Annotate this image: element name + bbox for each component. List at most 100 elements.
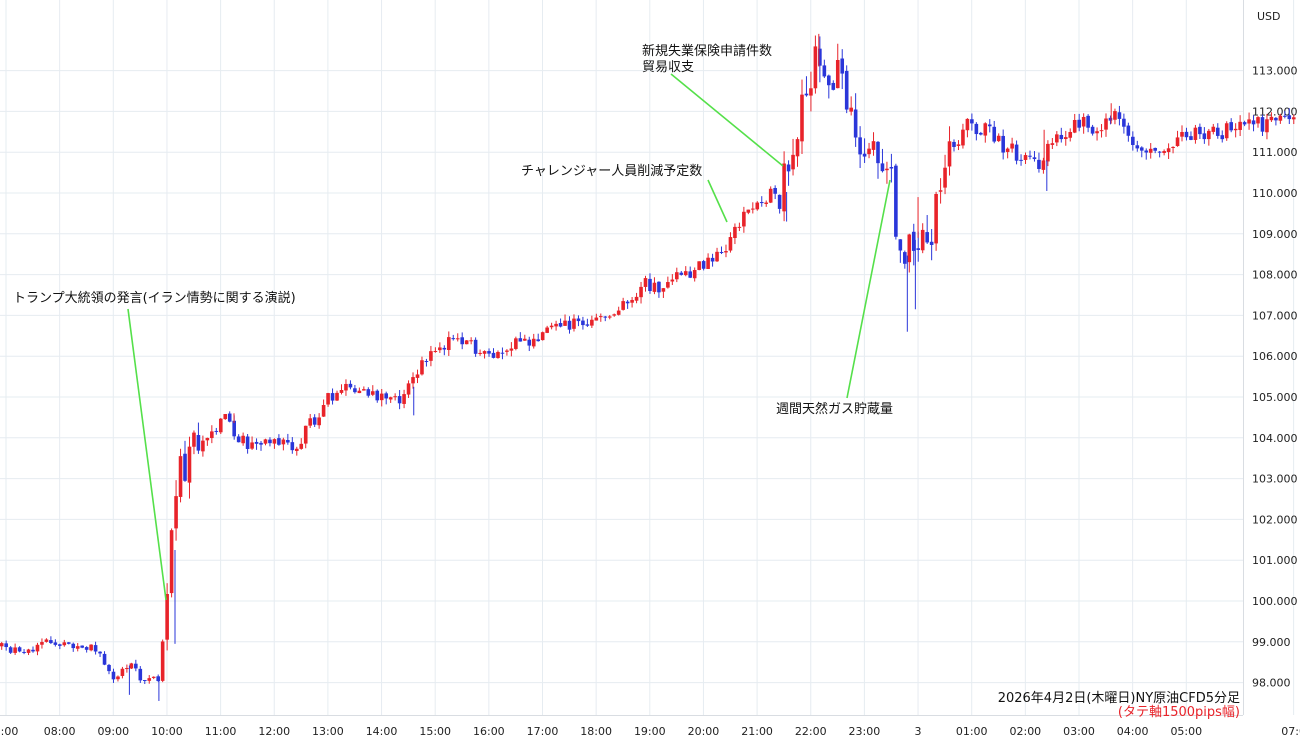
x-tick-label: 02:00 xyxy=(1009,725,1041,738)
candle-body xyxy=(491,352,496,358)
candle-body xyxy=(1224,123,1229,139)
candle-body xyxy=(1238,121,1242,130)
y-tick-label: 99.000 xyxy=(1252,636,1291,649)
candle-body xyxy=(1175,137,1180,147)
y-tick-label: 104.000 xyxy=(1252,432,1298,445)
candle-body xyxy=(701,261,706,269)
candle-body xyxy=(156,676,160,682)
candle-body xyxy=(1126,125,1131,136)
grid xyxy=(0,0,1295,715)
candle-body xyxy=(223,414,228,420)
candle-body xyxy=(612,314,617,316)
candle-body xyxy=(89,644,93,651)
candle-body xyxy=(4,643,8,648)
candle-body xyxy=(585,324,590,326)
x-tick-label: 01:00 xyxy=(956,725,988,738)
candle-body xyxy=(487,351,491,354)
candle-body xyxy=(1265,119,1269,133)
candle-body xyxy=(572,318,576,329)
candle-body xyxy=(782,163,786,212)
candle-body xyxy=(1108,117,1113,121)
candle-body xyxy=(129,663,134,669)
candle-body xyxy=(379,393,384,401)
x-tick-label: 04:00 xyxy=(1117,725,1149,738)
candle-body xyxy=(1184,131,1189,138)
candle-body xyxy=(1090,126,1095,134)
candle-body xyxy=(165,594,169,640)
candle-body xyxy=(996,135,1001,142)
candle-body xyxy=(1095,131,1099,134)
chart-caption-note: (タテ軸1500pips幅) xyxy=(1118,705,1240,720)
candle-body xyxy=(1081,116,1086,127)
candle-body xyxy=(151,676,156,678)
candle-body xyxy=(1139,147,1144,151)
candle-body xyxy=(1001,135,1005,153)
candle-body xyxy=(692,270,697,279)
candle-body xyxy=(804,93,809,96)
candle-body xyxy=(1019,159,1023,161)
currency-label: USD xyxy=(1257,10,1281,23)
candle-body xyxy=(1157,151,1162,153)
candle-body xyxy=(446,337,451,350)
candle-body xyxy=(429,351,433,361)
x-tick-label: 13:00 xyxy=(312,725,344,738)
candle-body xyxy=(929,241,934,245)
candle-body xyxy=(1122,118,1126,127)
candle-body xyxy=(348,383,353,388)
candle-body xyxy=(317,417,321,426)
candle-body xyxy=(987,124,992,127)
candle-body xyxy=(478,352,482,354)
annotation-label: 貿易収支 xyxy=(642,60,694,75)
candle-body xyxy=(259,442,263,445)
candle-body xyxy=(1171,146,1175,148)
candle-body xyxy=(809,88,813,96)
candle-body xyxy=(93,645,98,652)
candle-body xyxy=(420,360,424,375)
candle-body xyxy=(1291,117,1296,120)
candle-body xyxy=(290,442,295,451)
candle-body xyxy=(1099,130,1104,132)
candle-body xyxy=(116,676,120,680)
candle-body xyxy=(0,643,4,647)
candle-body xyxy=(245,436,250,449)
candle-body xyxy=(670,279,675,282)
candle-body xyxy=(715,251,719,262)
candle-body xyxy=(831,82,836,90)
x-tick-label: 16:00 xyxy=(473,725,505,738)
candle-body xyxy=(898,239,903,251)
candle-body xyxy=(1166,148,1171,153)
candle-body xyxy=(759,202,764,204)
candle-body xyxy=(353,388,357,393)
candle-body xyxy=(1144,150,1149,153)
candle-body xyxy=(768,188,773,203)
candle-body xyxy=(455,338,460,340)
candle-body xyxy=(268,439,272,444)
candle-body xyxy=(214,430,219,432)
x-tick-label: 14:00 xyxy=(366,725,398,738)
x-tick-label: 3 xyxy=(915,725,922,738)
candle-body xyxy=(411,377,415,384)
candle-body xyxy=(567,320,572,330)
candle-body xyxy=(393,396,397,398)
candle-body xyxy=(464,340,469,345)
candle-body xyxy=(1278,115,1283,121)
candle-body xyxy=(308,418,312,426)
candle-body xyxy=(1207,130,1211,140)
candles xyxy=(0,33,1296,701)
candle-body xyxy=(8,647,13,653)
candle-body xyxy=(1063,137,1068,140)
candle-body xyxy=(1283,115,1287,117)
candle-body xyxy=(250,442,254,449)
candle-body xyxy=(366,389,371,396)
candle-body xyxy=(1050,143,1055,145)
y-tick-label: 109.000 xyxy=(1252,228,1298,241)
candle-body xyxy=(397,396,402,404)
candle-body xyxy=(563,320,567,326)
annotations: トランプ大統領の発言(イラン情勢に関する演説) チャレンジャー人員削減予定数 新規失… xyxy=(13,43,893,601)
candle-body xyxy=(71,643,76,649)
candle-body xyxy=(648,278,652,292)
candle-body xyxy=(1148,148,1153,153)
candle-body xyxy=(111,671,116,680)
